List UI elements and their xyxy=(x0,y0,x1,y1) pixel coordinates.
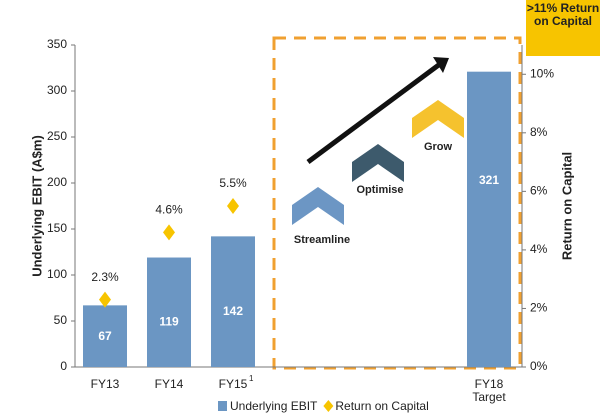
value-label: 2.3% xyxy=(91,270,119,284)
y2-axis-label: Return on Capital xyxy=(559,152,574,260)
bar-value-label: 321 xyxy=(479,173,499,187)
diamond-marker xyxy=(99,291,111,308)
bar-value-label: 67 xyxy=(98,329,112,343)
step-label: Optimise xyxy=(356,184,403,196)
y2-tick-label: 4% xyxy=(530,242,548,256)
chevron xyxy=(352,144,404,182)
y-tick-label: 200 xyxy=(47,175,67,189)
value-label: 4.6% xyxy=(155,203,183,217)
y-tick-label: 100 xyxy=(47,267,67,281)
y-tick-label: 300 xyxy=(47,83,67,97)
y2-tick-label: 0% xyxy=(530,359,548,373)
arrow-head xyxy=(433,57,449,73)
chevron xyxy=(412,100,464,138)
step-label: Streamline xyxy=(294,234,350,246)
bar-value-label: 142 xyxy=(223,304,243,318)
legend-label: Underlying EBIT xyxy=(230,399,318,413)
growth-arrow xyxy=(306,61,442,165)
y2-tick-label: 2% xyxy=(530,301,548,315)
y2-tick-label: 6% xyxy=(530,184,548,198)
x-tick-label: FY14 xyxy=(154,377,184,391)
y-tick-label: 350 xyxy=(47,37,67,51)
y-axis-label: Underlying EBIT (A$m) xyxy=(29,135,44,277)
y-tick-label: 50 xyxy=(54,313,68,327)
footnote: 1 xyxy=(249,374,254,383)
y2-tick-label: 8% xyxy=(530,125,548,139)
target-box xyxy=(272,36,522,370)
bar-value-label: 119 xyxy=(159,314,179,328)
bar xyxy=(467,71,511,368)
y-tick-label: 0 xyxy=(60,359,67,373)
diamond-marker xyxy=(227,198,239,214)
step-label: Grow xyxy=(424,141,453,153)
legend-swatch xyxy=(218,401,227,411)
legend-swatch xyxy=(323,400,334,412)
x-tick-label: FY13 xyxy=(90,377,120,391)
x-tick-label: FY15 xyxy=(218,377,248,391)
legend-label: Return on Capital xyxy=(335,399,428,413)
bar xyxy=(83,305,127,367)
chevron xyxy=(292,187,344,225)
y-tick-label: 150 xyxy=(47,221,67,235)
value-label: 5.5% xyxy=(219,176,247,190)
y-tick-label: 250 xyxy=(47,129,67,143)
bar xyxy=(211,236,255,367)
y2-tick-label: 10% xyxy=(530,66,554,80)
diamond-marker xyxy=(163,224,175,241)
bar xyxy=(147,257,191,367)
x-tick-label: FY18 Target xyxy=(472,377,506,404)
callout: >11% Return on Capital xyxy=(526,0,600,56)
